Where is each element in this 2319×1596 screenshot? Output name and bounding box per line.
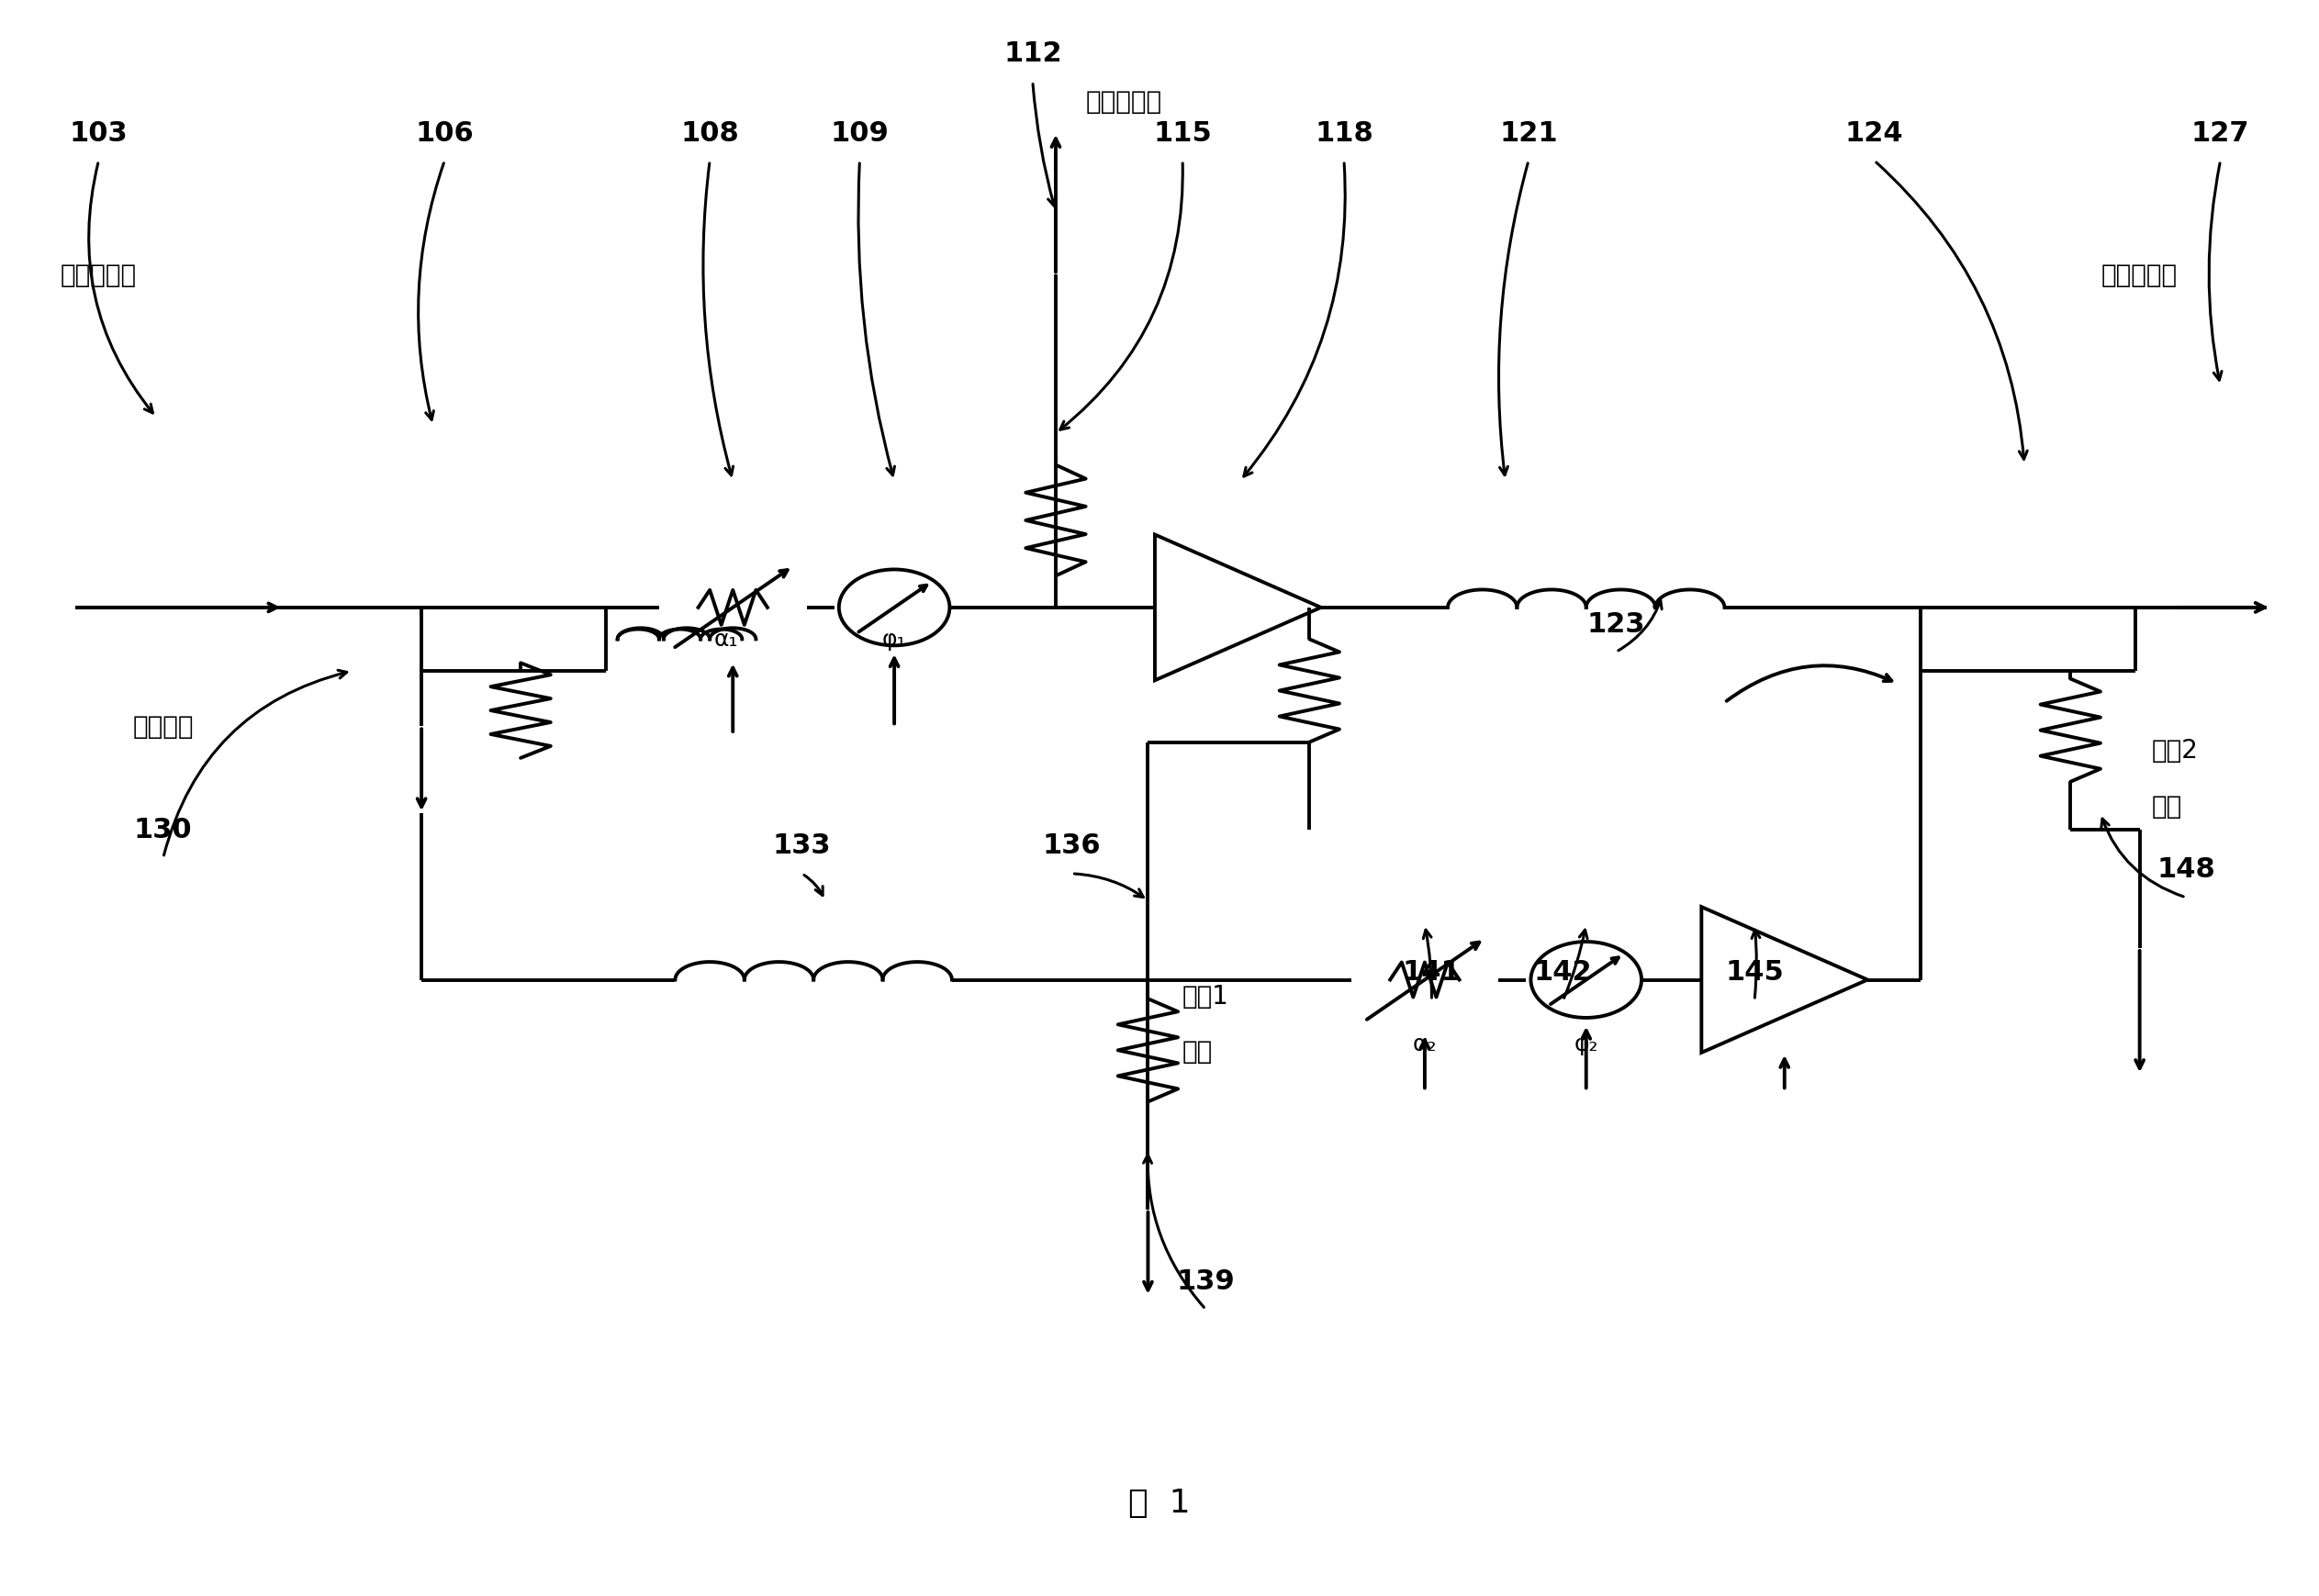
Text: 103: 103 (70, 120, 128, 147)
Text: 118: 118 (1315, 120, 1373, 147)
Text: 139: 139 (1176, 1267, 1236, 1294)
Text: 112: 112 (1004, 40, 1062, 67)
Text: α₂: α₂ (1412, 1033, 1438, 1055)
Text: 121: 121 (1500, 120, 1558, 147)
Text: 回路2: 回路2 (2152, 737, 2198, 763)
Text: 127: 127 (2191, 120, 2249, 147)
Text: 148: 148 (2157, 855, 2215, 883)
Text: 136: 136 (1044, 832, 1102, 859)
Text: 141: 141 (1403, 959, 1461, 985)
Text: 图  1: 图 1 (1129, 1487, 1190, 1518)
Text: φ₁: φ₁ (881, 629, 907, 651)
Text: 115: 115 (1153, 120, 1213, 147)
Text: 回路1: 回路1 (1183, 983, 1229, 1009)
Text: 142: 142 (1533, 959, 1593, 985)
Text: 106: 106 (415, 120, 473, 147)
Text: 信号输入端: 信号输入端 (60, 263, 137, 289)
Text: 108: 108 (679, 120, 740, 147)
Text: φ₂: φ₂ (1575, 1033, 1598, 1055)
Text: 133: 133 (772, 832, 830, 859)
Text: 信号输出端: 信号输出端 (2101, 263, 2178, 289)
Text: 124: 124 (1846, 120, 1904, 147)
Text: 输入基准: 输入基准 (132, 713, 195, 739)
Text: 145: 145 (1725, 959, 1783, 985)
Text: 109: 109 (830, 120, 888, 147)
Text: 导频输入端: 导频输入端 (1085, 88, 1162, 115)
Text: α₁: α₁ (714, 629, 737, 651)
Text: 123: 123 (1586, 611, 1644, 637)
Text: 测试: 测试 (2152, 793, 2182, 819)
Text: 130: 130 (135, 817, 192, 843)
Text: 测试: 测试 (1183, 1039, 1213, 1065)
